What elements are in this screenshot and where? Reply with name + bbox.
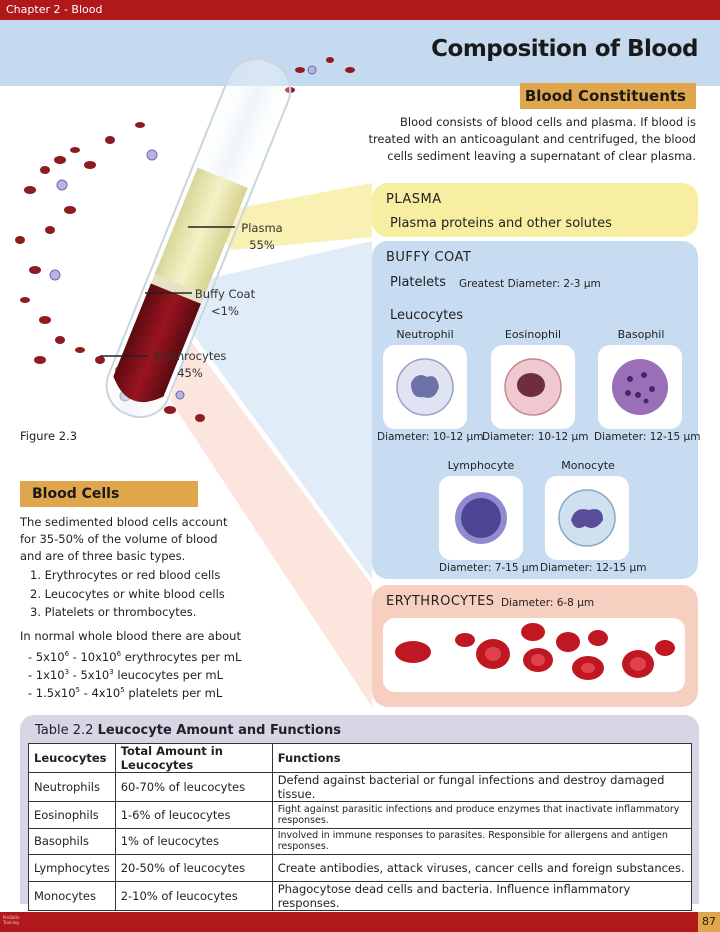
normal-blood-intro: In normal whole blood there are about bbox=[20, 629, 241, 643]
list-item: 3. Platelets or thrombocytes. bbox=[30, 605, 197, 619]
table-cell: Basophils bbox=[28, 827, 116, 855]
table-cell: 60-70% of leucocytes bbox=[114, 772, 273, 802]
chapter-bar: Chapter 2 - Blood bbox=[0, 0, 720, 20]
table-cell: Phagocytose dead cells and bacteria. Inf… bbox=[271, 880, 693, 911]
neutrophil-name: Neutrophil bbox=[396, 328, 454, 341]
header-band bbox=[0, 20, 720, 86]
table-header-row: Leucocytes Total Amount in Leucocytes Fu… bbox=[28, 743, 693, 773]
neutrophil-diameter: Diameter: 10-12 µm bbox=[377, 431, 484, 443]
footer-bar bbox=[0, 912, 720, 932]
erythrocytes-heading: ERYTHROCYTES bbox=[386, 594, 495, 609]
table-row: Lymphocytes 20-50% of leucocytes Create … bbox=[28, 854, 693, 882]
plasma-heading: PLASMA bbox=[386, 192, 442, 207]
figure-caption: Figure 2.3 bbox=[20, 429, 78, 443]
table-cell: 1-6% of leucocytes bbox=[114, 801, 273, 829]
platelets-label: Platelets bbox=[390, 275, 446, 290]
table-cell: Defend against bacterial or fungal infec… bbox=[271, 772, 693, 802]
buffy-tube-label: Buffy Coat <1% bbox=[194, 287, 256, 318]
blood-cells-intro: The sedimented blood cells account for 3… bbox=[20, 515, 228, 563]
publisher-logo: ProSkills Training bbox=[3, 915, 20, 925]
lymphocyte-name: Lymphocyte bbox=[447, 459, 515, 472]
page-title: Composition of Blood bbox=[431, 36, 698, 62]
leucocytes-label: Leucocytes bbox=[390, 308, 464, 323]
red-blood-cells-icon bbox=[395, 623, 675, 680]
eosinophil-diameter: Diameter: 10-12 µm bbox=[482, 431, 589, 443]
neutrophil-icon bbox=[396, 358, 454, 416]
eosinophil-image bbox=[491, 345, 575, 429]
table-cell: Neutrophils bbox=[28, 772, 116, 802]
constituents-intro: Blood consists of blood cells and plasma… bbox=[368, 115, 696, 163]
plasma-tube-label: Plasma 55% bbox=[241, 221, 283, 252]
table-cell: Fight against parasitic infections and p… bbox=[271, 801, 693, 829]
chapter-label: Chapter 2 - Blood bbox=[6, 3, 103, 16]
neutrophil-image bbox=[383, 345, 467, 429]
monocyte-name: Monocyte bbox=[561, 459, 615, 472]
blood-cells-label: Blood Cells bbox=[20, 481, 198, 507]
list-item: 2. Leucocytes or white blood cells bbox=[30, 586, 225, 601]
table-row: Neutrophils 60-70% of leucocytes Defend … bbox=[28, 772, 693, 802]
erythrocytes-tube-label: Erythrocytes 45% bbox=[153, 349, 227, 380]
basophil-icon bbox=[612, 359, 668, 415]
erythrocytes-image bbox=[383, 618, 685, 692]
test-tube-illustration bbox=[15, 57, 355, 422]
table-row: Monocytes 2-10% of leucocytes Phagocytos… bbox=[28, 880, 693, 911]
list-item: - 5x106 - 10x106 erythrocytes per mL bbox=[28, 650, 242, 664]
platelets-diameter: Greatest Diameter: 2-3 µm bbox=[459, 278, 601, 290]
buffy-coat-heading: BUFFY COAT bbox=[386, 250, 472, 265]
blood-cell-types-list: 1. Erythrocytes or red blood cells 2. Le… bbox=[30, 566, 225, 622]
table-cell: Eosinophils bbox=[28, 801, 116, 829]
column-header: Functions bbox=[271, 743, 693, 773]
basophil-image bbox=[598, 345, 682, 429]
monocyte-icon bbox=[558, 489, 616, 547]
plasma-panel bbox=[372, 183, 698, 237]
blood-counts-list: - 5x106 - 10x106 erythrocytes per mL - 1… bbox=[28, 648, 241, 702]
basophil-diameter: Diameter: 12-15 µm bbox=[594, 431, 701, 443]
monocyte-diameter: Diameter: 12-15 µm bbox=[540, 562, 647, 574]
column-header: Leucocytes bbox=[28, 743, 116, 773]
monocyte-image bbox=[545, 476, 629, 560]
table-cell: Involved in immune responses to parasite… bbox=[271, 827, 693, 855]
table-cell: 2-10% of leucocytes bbox=[114, 880, 273, 911]
table-cell: 1% of leucocytes bbox=[114, 827, 273, 855]
column-header: Total Amount in Leucocytes bbox=[114, 743, 273, 773]
eosinophil-name: Eosinophil bbox=[504, 328, 562, 341]
list-item: - 1.5x105 - 4x105 platelets per mL bbox=[28, 686, 223, 700]
table-title: Table 2.2 Leucocyte Amount and Functions bbox=[35, 723, 341, 738]
blood-constituents-label: Blood Constituents bbox=[520, 83, 696, 109]
plasma-text: Plasma proteins and other solutes bbox=[390, 216, 612, 231]
table-cell: 20-50% of leucocytes bbox=[114, 854, 273, 882]
table-cell: Monocytes bbox=[28, 880, 116, 911]
page-number: 87 bbox=[698, 912, 720, 932]
lymphocyte-image bbox=[439, 476, 523, 560]
eosinophil-icon bbox=[504, 358, 562, 416]
basophil-name: Basophil bbox=[617, 328, 665, 341]
erythrocytes-diameter: Diameter: 6-8 µm bbox=[501, 597, 595, 609]
table-cell: Create antibodies, attack viruses, cance… bbox=[271, 854, 693, 882]
table-row: Basophils 1% of leucocytes Involved in i… bbox=[28, 827, 693, 855]
table-cell: Lymphocytes bbox=[28, 854, 116, 882]
lymphocyte-diameter: Diameter: 7-15 µm bbox=[439, 562, 539, 574]
leucocyte-table: Leucocytes Total Amount in Leucocytes Fu… bbox=[28, 743, 693, 911]
lymphocyte-icon bbox=[455, 492, 507, 544]
table-row: Eosinophils 1-6% of leucocytes Fight aga… bbox=[28, 801, 693, 829]
list-item: 1. Erythrocytes or red blood cells bbox=[30, 568, 221, 582]
list-item: - 1x103 - 5x103 leucocytes per mL bbox=[28, 668, 224, 682]
